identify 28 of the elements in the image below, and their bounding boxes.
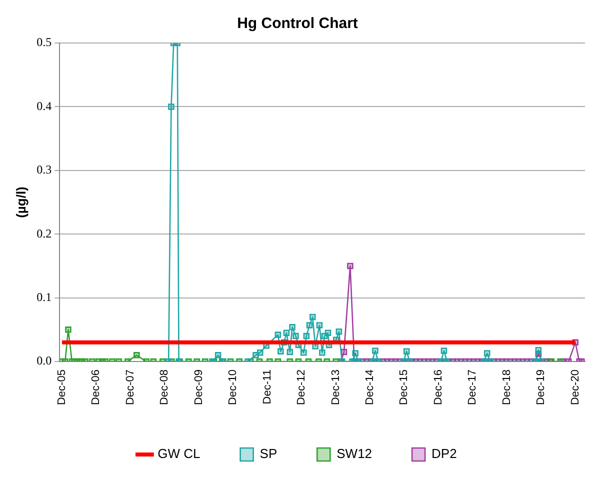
x-tick-label: Dec-18 [500,370,513,406]
y-tick-label: 0.4 [36,98,52,113]
y-tick-label: 0.2 [36,226,52,240]
x-tick-label: Dec-13 [330,370,342,406]
legend-label: SP [260,446,278,462]
y-axis-title: (µg/l) [13,186,28,218]
legend-label: DP2 [432,446,457,462]
y-tick-label: 0.3 [36,162,52,177]
legend-label: GW CL [158,446,200,462]
y-tick-label: 0.5 [36,35,52,50]
chart-title: Hg Control Chart [237,15,358,32]
x-tick-label: Dec-11 [261,370,274,404]
x-tick-label: Dec-06 [90,370,102,406]
x-tick-label: Dec-08 [158,370,171,406]
x-tick-label: Dec-17 [466,370,479,406]
y-tick-label: 0.1 [36,290,52,304]
x-tick-label: Dec-05 [56,370,68,406]
x-tick-label: Dec-19 [535,370,548,406]
legend-label: SW12 [336,446,372,462]
x-tick-label: Dec-09 [192,370,205,406]
x-tick-label: Dec-12 [296,370,308,406]
x-tick-label: Dec-10 [227,370,240,406]
x-tick-label: Dec-15 [398,370,410,406]
y-tick-label: 0.0 [36,354,52,368]
x-tick-label: Dec-20 [569,370,582,406]
x-tick-label: Dec-14 [364,370,376,406]
x-tick-label: Dec-16 [432,370,444,406]
x-tick-label: Dec-07 [124,370,136,406]
